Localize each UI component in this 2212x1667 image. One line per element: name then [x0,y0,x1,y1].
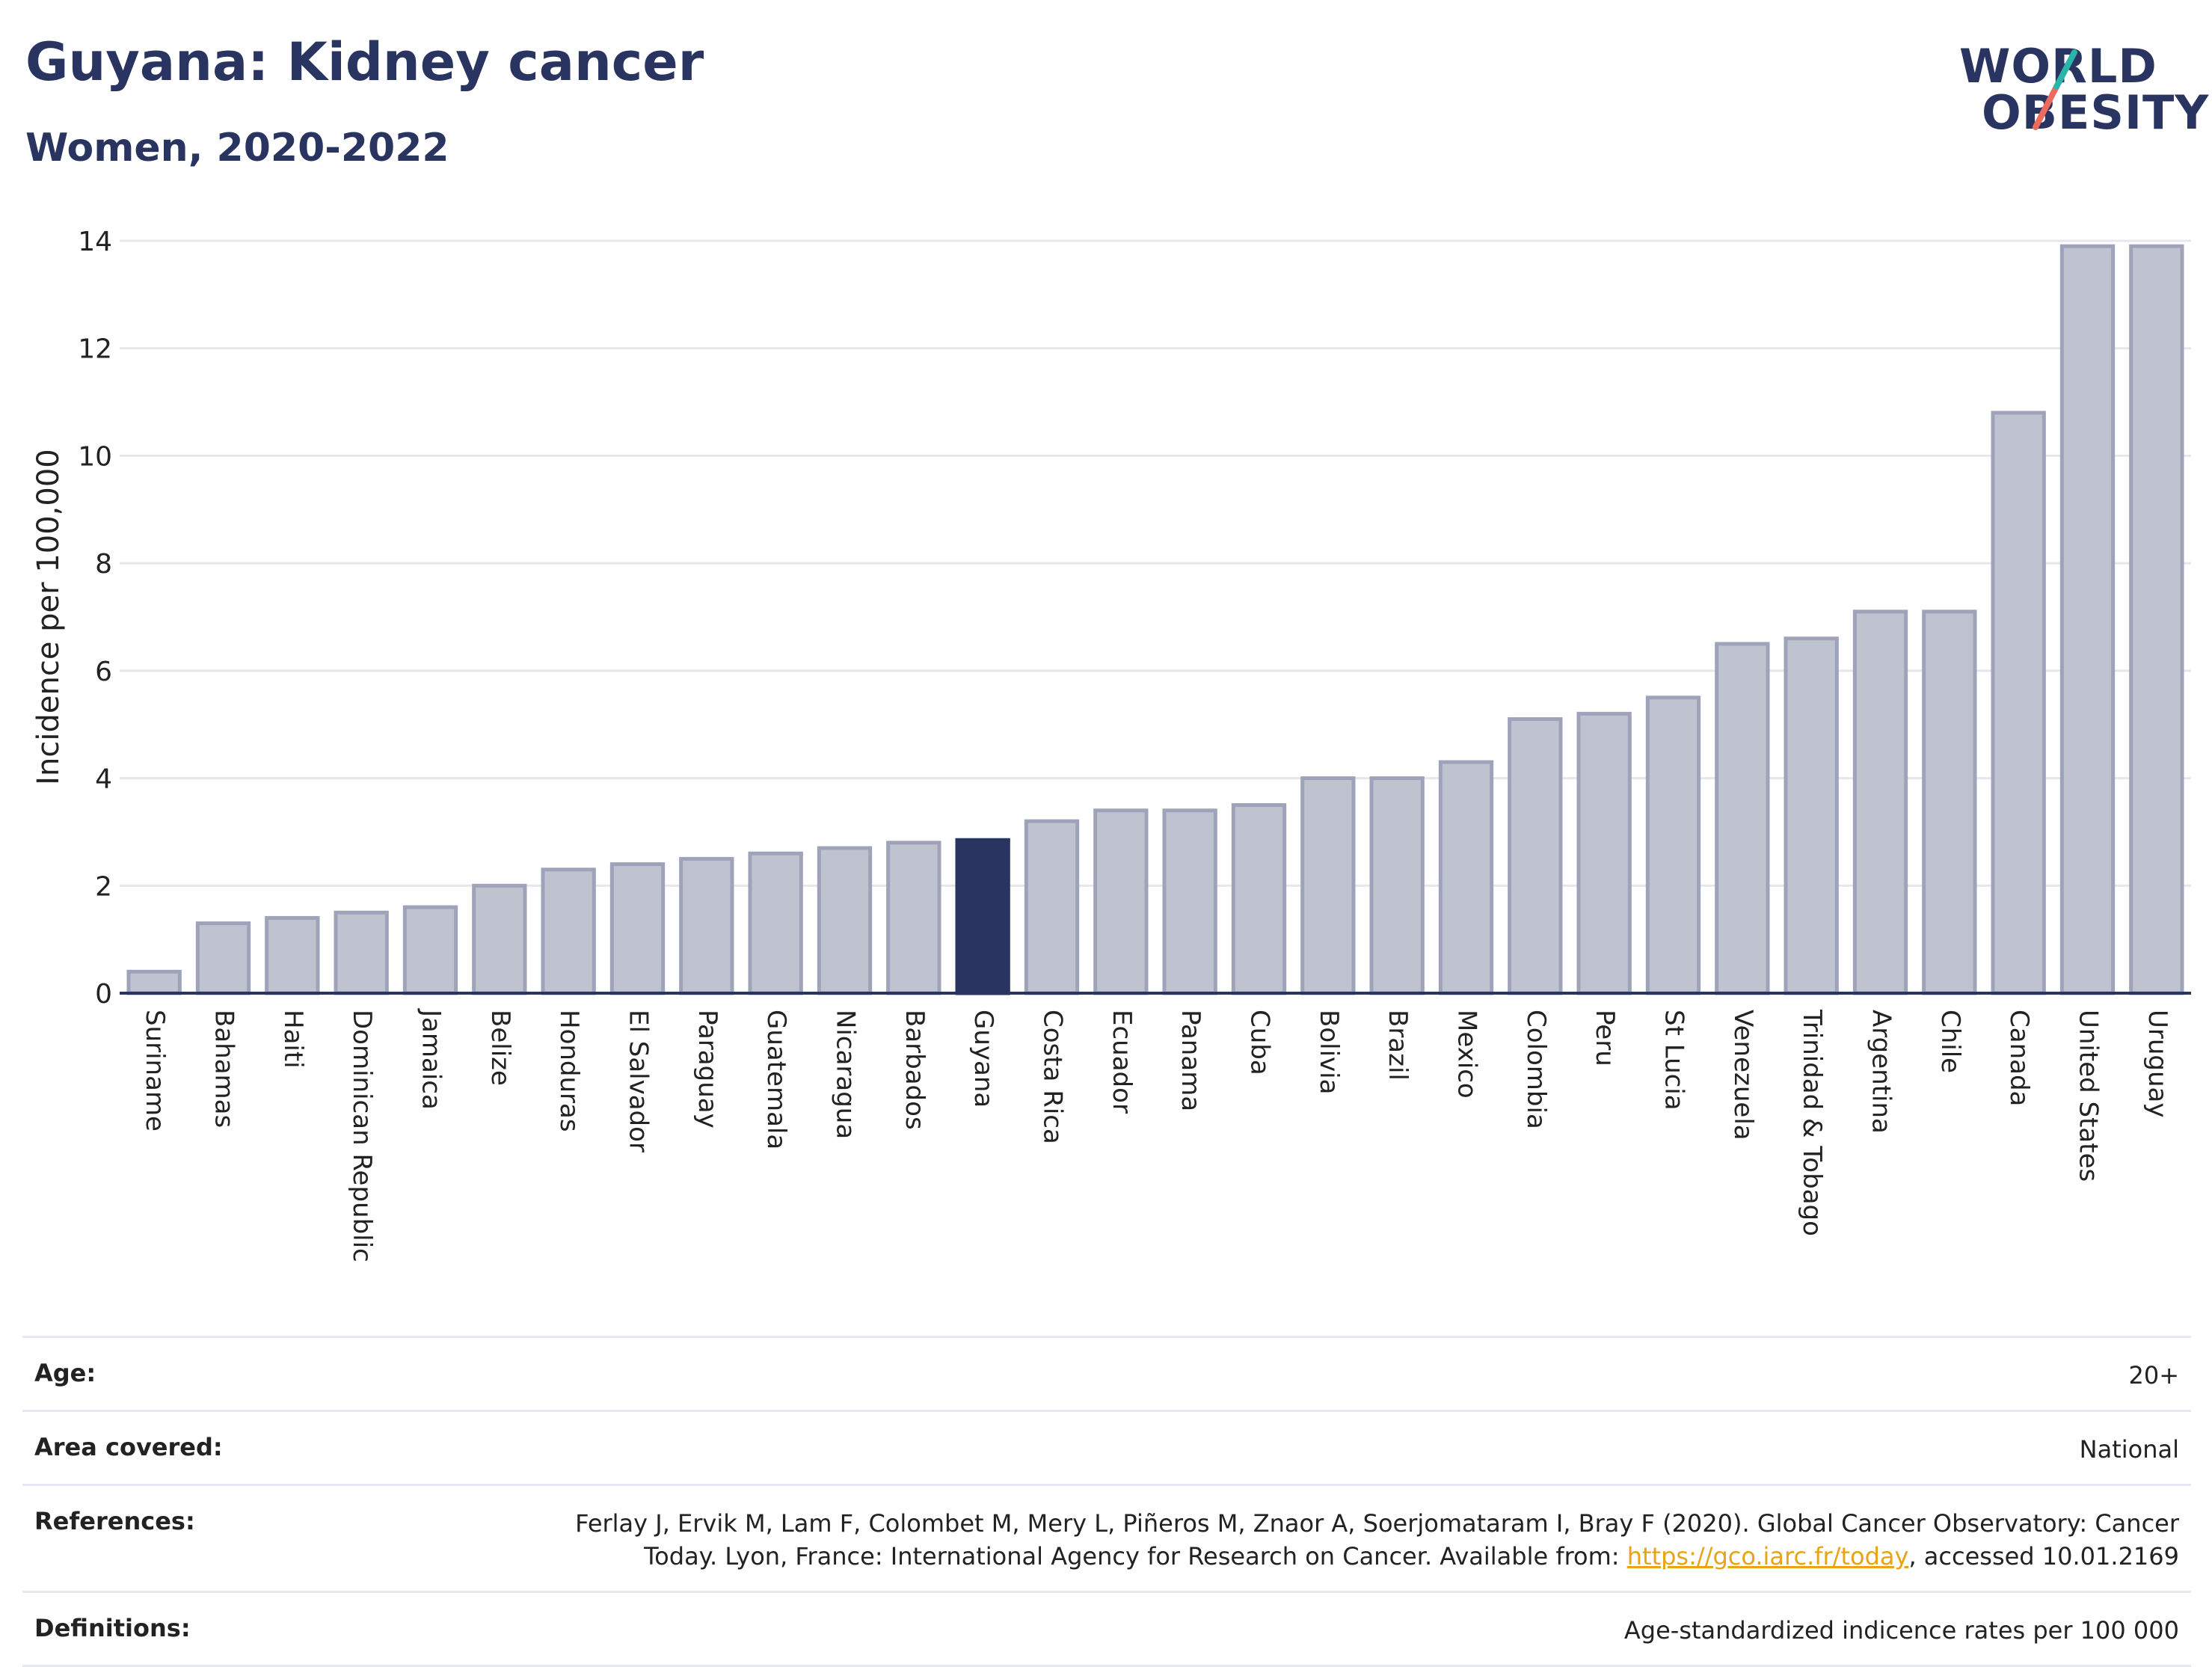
meta-row-references: References: Ferlay J, Ervik M, Lam F, Co… [22,1484,2191,1591]
y-tick-label: 12 [78,334,112,365]
x-tick-label: Argentina [1867,1010,1896,1134]
x-tick-label: Dominican Republic [347,1010,377,1262]
bar-guatemala[interactable] [748,851,803,995]
bar-bolivia[interactable] [1300,776,1356,995]
logo-line-2: OBESITY [1982,85,2210,140]
y-tick-label: 14 [78,227,112,257]
bar-mexico[interactable] [1438,760,1494,995]
bar-chart: 0 2 4 6 8 10 12 14 Suriname Bahamas Haiti Dominican… [31,227,2191,1262]
x-tick-label: United States [2074,1010,2104,1182]
y-tick-label: 2 [95,871,112,902]
x-tick-label: El Salvador [624,1010,654,1152]
references-label: References: [34,1507,195,1535]
bar-st-lucia[interactable] [1645,696,1701,995]
bar-costa-rica[interactable] [1024,819,1080,995]
x-tick-label: Uruguay [2142,1010,2172,1118]
x-tick-label: Costa Rica [1038,1010,1068,1144]
x-tick-label: Peru [1590,1010,1620,1066]
x-tick-label: Cuba [1245,1010,1275,1075]
x-tick-label: Trinidad & Tobago [1797,1009,1827,1236]
area-value: National [2079,1435,2179,1464]
logo-slash-icon [2033,49,2077,130]
x-tick-label: Ecuador [1107,1010,1137,1114]
bar-bahamas[interactable] [195,921,251,995]
bar-colombia[interactable] [1508,717,1563,995]
bar-argentina[interactable] [1852,610,1908,995]
bar-honduras[interactable] [541,868,596,995]
x-tick-label: Honduras [554,1010,584,1132]
bar-el-salvador[interactable] [609,862,666,995]
area-label: Area covered: [34,1433,223,1461]
bar-guyana[interactable] [955,838,1010,995]
bar-brazil[interactable] [1369,776,1425,995]
y-tick-label: 10 [78,441,112,472]
definitions-label: Definitions: [34,1614,191,1642]
metadata-table: Age: 20+ Area covered: National Referenc… [22,1336,2191,1667]
y-tick-label: 6 [95,657,112,687]
x-tick-label: Haiti [278,1010,308,1069]
bar-ecuador[interactable] [1093,808,1149,995]
page-title: Guyana: Kidney cancer [25,31,704,93]
references-value: Ferlay J, Ervik M, Lam F, Colombet M, Me… [534,1507,2179,1573]
bar-cuba[interactable] [1231,803,1287,995]
bar-panama[interactable] [1162,808,1217,995]
x-tick-label: Barbados [900,1010,930,1130]
bars [126,244,2184,995]
x-tick-label: Bolivia [1314,1010,1344,1094]
bar-peru[interactable] [1576,711,1632,995]
bar-venezuela[interactable] [1715,642,1770,995]
meta-row-definitions: Definitions: Age-standardized indicence … [22,1591,2191,1667]
bar-uruguay[interactable] [2129,244,2184,995]
meta-row-age: Age: 20+ [22,1336,2191,1410]
x-tick-label: Belize [485,1010,515,1086]
bar-united-states[interactable] [2059,244,2116,995]
x-tick-label: Suriname [140,1010,170,1132]
x-tick-label: Venezuela [1728,1010,1758,1141]
x-tick-label: Mexico [1452,1010,1482,1099]
y-axis-label: Incidence per 100,000 [31,449,66,785]
x-tick-label: Canada [2004,1010,2034,1106]
bar-chile[interactable] [1922,610,1977,995]
x-tick-label: Brazil [1383,1010,1413,1081]
axes: 0 2 4 6 8 10 12 14 Suriname Bahamas Haiti Dominican… [78,227,2191,1262]
bar-nicaragua[interactable] [817,846,873,995]
x-tick-label: Nicaragua [831,1010,861,1139]
y-tick-label: 0 [95,979,112,1010]
x-tick-label: Jamaica [417,1008,446,1110]
references-text: Ferlay J, Ervik M, Lam F, Colombet M, Me… [575,1509,2179,1571]
bar-paraguay[interactable] [679,856,734,995]
x-tick-label: Guatemala [761,1010,791,1149]
age-value: 20+ [2128,1361,2179,1390]
definitions-value: Age-standardized indicence rates per 100… [1623,1616,2179,1645]
x-tick-label: Colombia [1521,1010,1551,1129]
bar-dominican-republic[interactable] [334,910,389,995]
bar-trinidad-tobago[interactable] [1784,636,1839,995]
references-accessed: , accessed 10.01.2169 [1908,1542,2179,1571]
x-tick-label: St Lucia [1659,1010,1689,1111]
age-label: Age: [34,1359,96,1387]
bar-jamaica[interactable] [402,905,458,995]
bar-suriname[interactable] [126,969,182,995]
page-subtitle: Women, 2020-2022 [25,126,449,171]
x-tick-label: Guyana [968,1010,998,1108]
bar-belize[interactable] [472,883,527,995]
x-tick-label: Chile [1935,1010,1965,1073]
meta-row-area: Area covered: National [22,1410,2191,1484]
references-link[interactable]: https://gco.iarc.fr/today [1626,1542,1909,1571]
bar-canada[interactable] [1991,411,2046,995]
grid-lines [120,239,2191,887]
world-obesity-logo: WORLD OBESITY [1952,37,2208,157]
y-tick-label: 8 [95,549,112,580]
y-tick-label: 4 [95,764,112,795]
bar-barbados[interactable] [886,841,941,995]
bar-haiti[interactable] [265,915,320,995]
x-tick-label: Paraguay [692,1010,722,1129]
x-tick-label: Panama [1176,1010,1205,1111]
x-tick-label: Bahamas [209,1010,239,1128]
